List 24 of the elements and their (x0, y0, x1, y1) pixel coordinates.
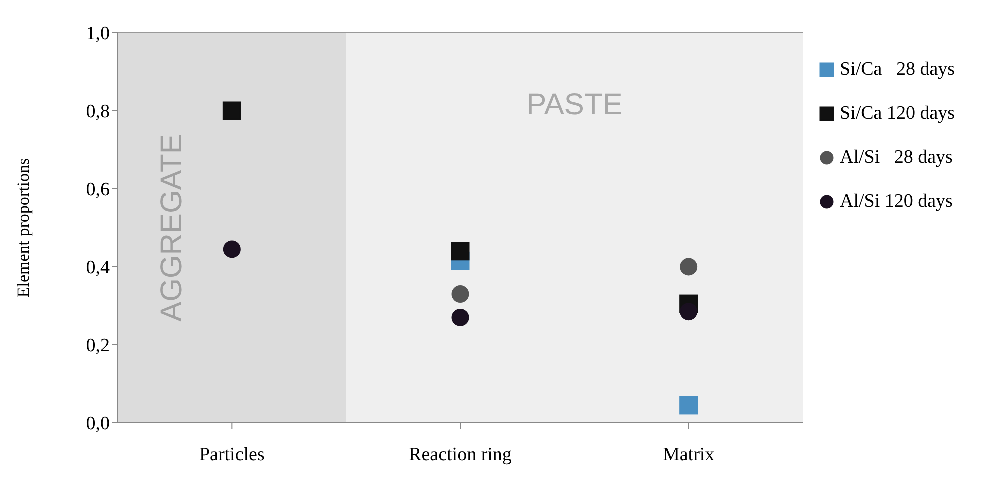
point (222, 102, 242, 120)
y-tick-label: 0,0 (86, 414, 110, 435)
point (452, 308, 470, 326)
point (452, 286, 470, 304)
x-tick-label: Matrix (662, 444, 716, 466)
y-tick-label: 1,0 (86, 24, 110, 45)
legend-label: Si/Ca 120 days (840, 103, 956, 125)
point (680, 396, 698, 415)
legend-label: Al/Si 28 days (840, 147, 953, 169)
point (451, 242, 470, 261)
band-label: PASTE (526, 88, 623, 122)
band-label: AGGREGATE (156, 134, 189, 322)
x-tick-label: Reaction ring (409, 444, 512, 466)
point (680, 258, 698, 276)
x-tick-label: Particles (199, 444, 265, 466)
y-tick-label: 0,4 (86, 258, 110, 279)
legend-label: Si/Ca 28 days (840, 59, 956, 81)
y-tick-label: 0,8 (86, 102, 110, 123)
y-axis-title: Element proportions (14, 158, 34, 298)
legend-label: Al/Si 120 days (840, 191, 953, 213)
point (680, 303, 698, 321)
y-tick-label: 0,6 (86, 180, 110, 201)
y-tick-label: 0,2 (86, 336, 110, 357)
point (223, 240, 241, 258)
